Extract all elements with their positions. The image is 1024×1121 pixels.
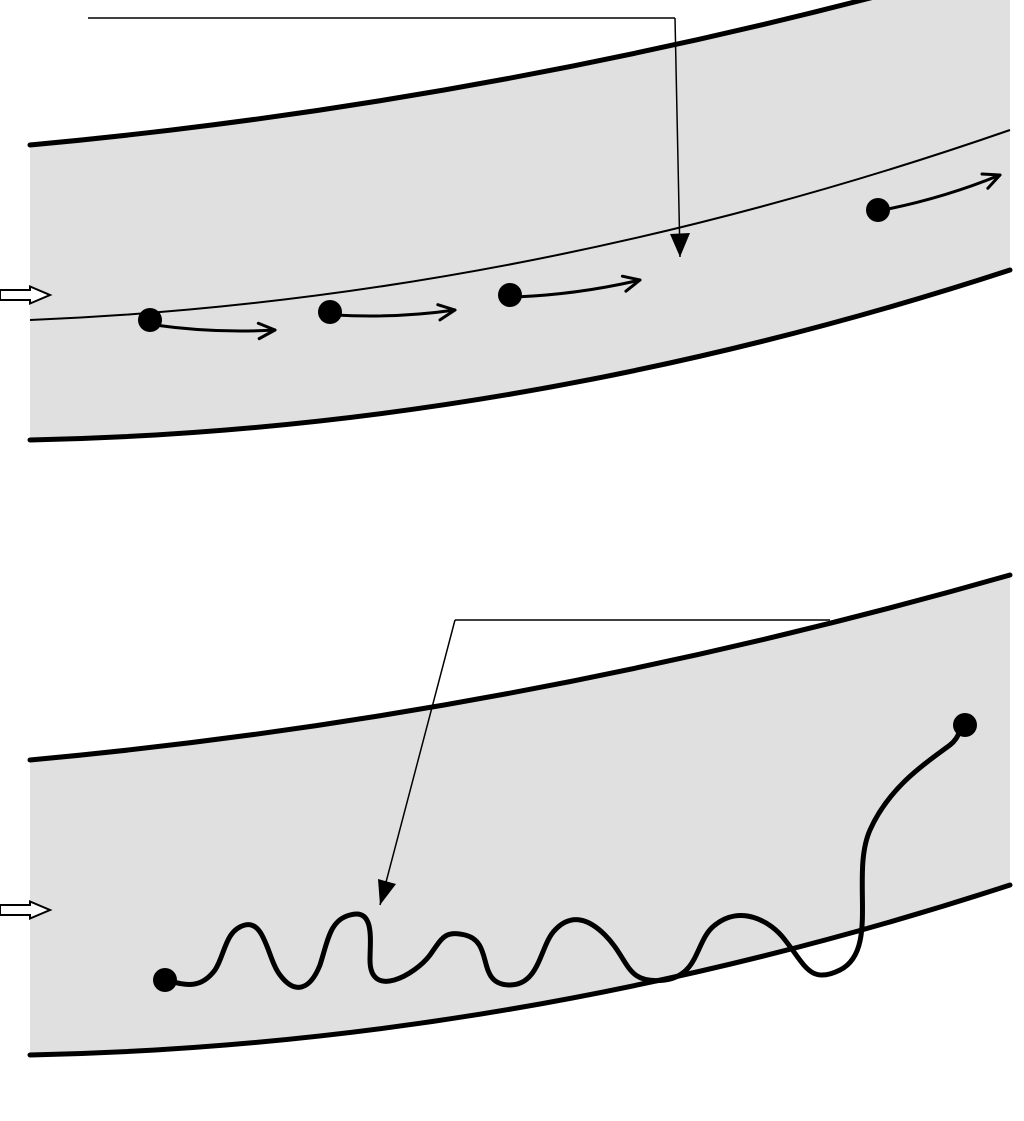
particle-dot bbox=[138, 308, 162, 332]
particle-start-dot bbox=[153, 968, 177, 992]
bottom-panel bbox=[0, 575, 1010, 1055]
particle-dot bbox=[866, 198, 890, 222]
channel-fill bbox=[30, 0, 1010, 440]
top-panel bbox=[0, 0, 1010, 440]
particle-dot bbox=[498, 283, 522, 307]
particle-dot bbox=[318, 300, 342, 324]
particle-end-dot bbox=[953, 713, 977, 737]
